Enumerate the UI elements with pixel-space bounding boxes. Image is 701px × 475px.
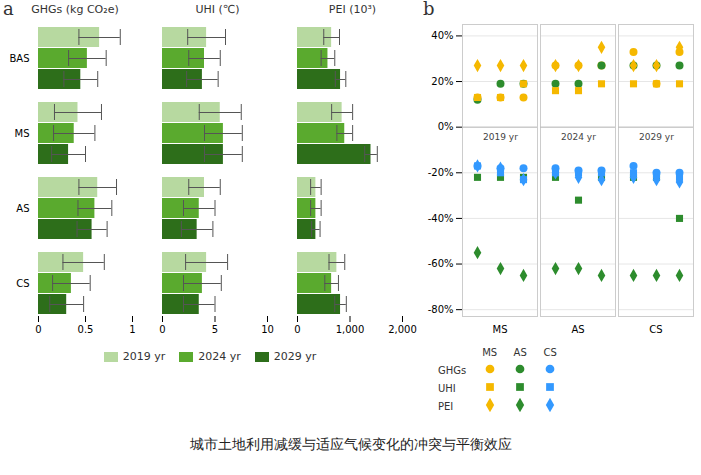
svg-text:0: 0 [159, 324, 165, 335]
svg-text:0.5: 0.5 [78, 324, 94, 335]
html-text:2019 yr: 2019 yr [122, 350, 166, 363]
svg-text:2024 yr: 2024 yr [561, 132, 596, 142]
svg-text:CS: CS [649, 324, 662, 335]
svg-text:1,000: 1,000 [336, 324, 365, 335]
html-text:CS: CS [543, 347, 557, 358]
svg-text:0%: 0% [438, 121, 454, 132]
html-text:GHGs (kg CO₂e): GHGs (kg CO₂e) [31, 3, 119, 16]
svg-text:CS: CS [16, 278, 29, 289]
html-text:PEI: PEI [438, 400, 454, 412]
svg-text:40%: 40% [431, 30, 453, 41]
html-text:2024 yr: 2024 yr [198, 350, 241, 363]
html-text:MS: MS [482, 347, 498, 358]
svg-text:-20%: -20% [428, 167, 454, 178]
html-text:UHI (℃): UHI (℃) [195, 3, 240, 16]
svg-text:-80%: -80% [428, 304, 454, 315]
html-text:城市土地利用减缓与适应气候变化的冲突与平衡效应: 城市土地利用减缓与适应气候变化的冲突与平衡效应 [189, 436, 512, 452]
svg-text:2029 yr: 2029 yr [639, 132, 674, 142]
html-text:PEI (10³): PEI (10³) [328, 3, 377, 16]
svg-text:0: 0 [294, 324, 300, 335]
html-text:AS: AS [513, 347, 527, 358]
svg-text:-60%: -60% [428, 258, 454, 269]
svg-text:AS: AS [571, 324, 584, 335]
svg-text:0: 0 [35, 324, 41, 335]
html-text:2029 yr: 2029 yr [273, 350, 317, 363]
svg-text:2019 yr: 2019 yr [483, 132, 518, 142]
html-text:GHGs: GHGs [438, 364, 467, 376]
svg-text:-40%: -40% [428, 213, 454, 224]
svg-text:5: 5 [212, 324, 218, 335]
svg-text:AS: AS [16, 203, 29, 214]
svg-text:10: 10 [261, 324, 274, 335]
svg-text:1: 1 [129, 324, 135, 335]
svg-text:2,000: 2,000 [388, 324, 417, 335]
html-text:UHI: UHI [438, 382, 456, 394]
svg-text:BAS: BAS [9, 53, 29, 64]
svg-text:20%: 20% [431, 76, 453, 87]
svg-text:MS: MS [15, 128, 30, 139]
svg-text:MS: MS [493, 324, 508, 335]
